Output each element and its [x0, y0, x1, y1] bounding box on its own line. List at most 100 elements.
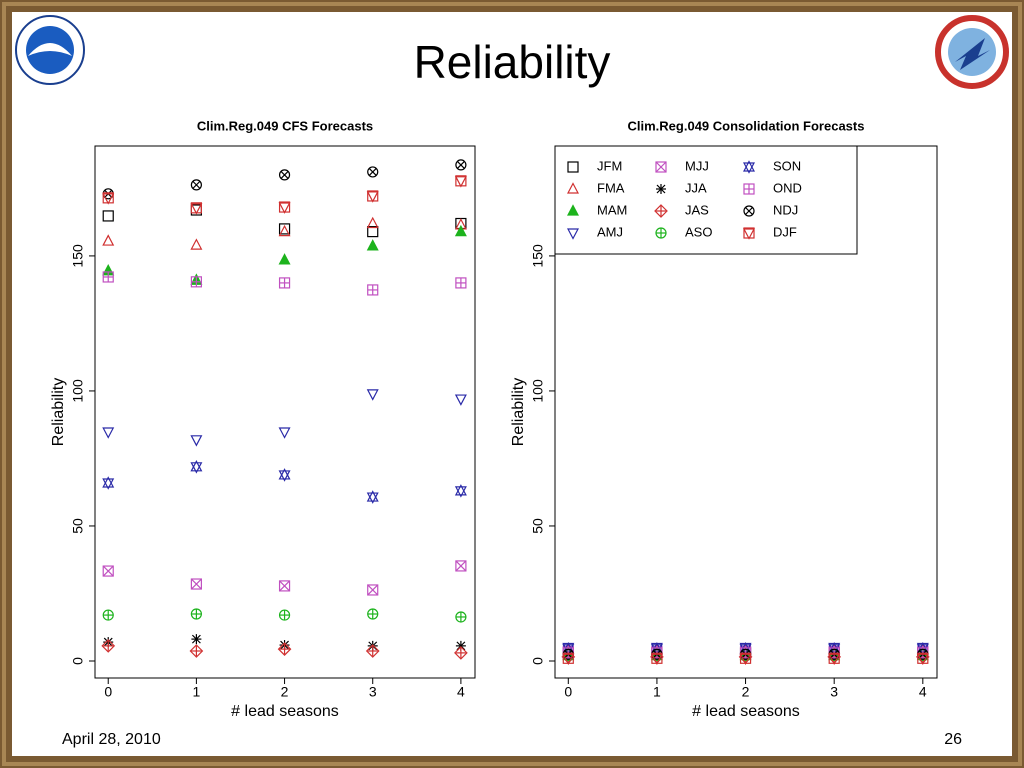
- marker-diamond: [101, 639, 116, 653]
- legend-label: JJA: [685, 180, 707, 195]
- marker-triangle: [102, 476, 115, 488]
- marker-triangle: [562, 653, 575, 666]
- marker-line: [456, 641, 466, 651]
- x-tick-label: 0: [564, 684, 572, 700]
- x-tick-label: 1: [653, 684, 661, 700]
- marker-diamond: [365, 644, 380, 658]
- marker-square: [278, 223, 291, 235]
- point: [278, 223, 291, 235]
- point: [102, 476, 115, 490]
- marker-triangle: [102, 193, 115, 205]
- point: [102, 192, 115, 205]
- point: [365, 644, 380, 658]
- marker-triangle: [567, 182, 579, 194]
- marker-line: [656, 184, 666, 194]
- marker-triangle: [366, 191, 379, 203]
- marker-triangle: [190, 435, 203, 447]
- point: [366, 216, 379, 229]
- point: [366, 490, 379, 504]
- x-tick-label: 0: [104, 684, 112, 700]
- point: [189, 644, 204, 658]
- marker-triangle: [190, 203, 203, 215]
- point: [102, 427, 115, 439]
- marker-triangle: [102, 234, 115, 246]
- legend-marker: [656, 184, 666, 194]
- legend-marker: [567, 161, 579, 173]
- legend-marker: [655, 227, 667, 239]
- marker-triangle: [739, 653, 752, 666]
- slide-title: Reliability: [414, 36, 611, 88]
- legend-marker: [655, 161, 667, 173]
- marker-line: [102, 565, 114, 577]
- point: [278, 468, 291, 482]
- x-tick-label: 1: [192, 684, 200, 700]
- point: [455, 611, 467, 623]
- marker-triangle: [366, 239, 379, 251]
- point: [102, 210, 114, 222]
- legend-label: OND: [773, 180, 802, 195]
- chart-title: Clim.Reg.049 CFS Forecasts: [197, 118, 373, 133]
- y-tick-label: 50: [70, 518, 86, 534]
- x-axis-label: # lead seasons: [692, 703, 800, 720]
- marker-triangle: [278, 202, 291, 214]
- marker-triangle: [454, 394, 467, 406]
- legend-box: [554, 145, 858, 255]
- marker-line: [655, 161, 667, 173]
- marker-diamond: [654, 204, 668, 218]
- point: [190, 238, 203, 250]
- marker-circle: [367, 166, 379, 178]
- legend-label: SON: [773, 158, 801, 173]
- marker-square: [655, 161, 667, 173]
- point: [278, 580, 291, 592]
- legend-marker: [567, 182, 579, 194]
- marker-line: [190, 578, 202, 590]
- marker-triangle: [454, 486, 467, 498]
- marker-line: [456, 160, 465, 169]
- point: [278, 169, 291, 181]
- point: [366, 190, 379, 203]
- point: [278, 609, 291, 621]
- point: [454, 646, 468, 660]
- legend-label: NDJ: [773, 202, 798, 217]
- legend-marker: [567, 204, 579, 216]
- point: [278, 277, 291, 289]
- marker-diamond: [277, 642, 292, 656]
- x-axis-label: # lead seasons: [231, 703, 339, 720]
- marker-triangle: [102, 478, 115, 490]
- marker-line: [368, 168, 377, 176]
- marker-line: [368, 641, 378, 651]
- marker-line: [455, 560, 467, 572]
- marker-circle: [278, 169, 291, 181]
- marker-square: [278, 580, 291, 592]
- marker-triangle: [454, 484, 467, 496]
- y-tick-label: 150: [70, 244, 86, 268]
- marker-triangle: [366, 492, 379, 504]
- marker-square: [367, 226, 379, 238]
- legend-label: DJF: [773, 224, 797, 239]
- legend-marker: [743, 227, 755, 240]
- point: [102, 234, 115, 246]
- marker-triangle: [278, 253, 291, 265]
- nws-logo: [935, 15, 1009, 89]
- slide-area: [12, 12, 1012, 756]
- marker-triangle: [366, 389, 379, 401]
- point: [454, 394, 467, 406]
- marker-line: [191, 634, 201, 644]
- marker-circle: [743, 205, 755, 217]
- y-tick-label: 100: [530, 379, 546, 403]
- marker-square: [190, 578, 202, 590]
- legend-label: MJJ: [685, 158, 709, 173]
- legend-label: FMA: [597, 180, 625, 195]
- marker-diamond: [454, 646, 468, 660]
- marker-circle: [190, 179, 202, 191]
- x-tick-label: 2: [281, 684, 289, 700]
- x-tick-label: 3: [369, 684, 377, 700]
- page-number: 26: [944, 731, 962, 748]
- marker-triangle: [567, 204, 579, 216]
- point: [454, 224, 467, 237]
- x-tick-label: 4: [457, 684, 465, 700]
- point: [190, 435, 203, 447]
- y-axis-label: Reliability: [510, 378, 527, 446]
- legend-marker: [567, 228, 579, 240]
